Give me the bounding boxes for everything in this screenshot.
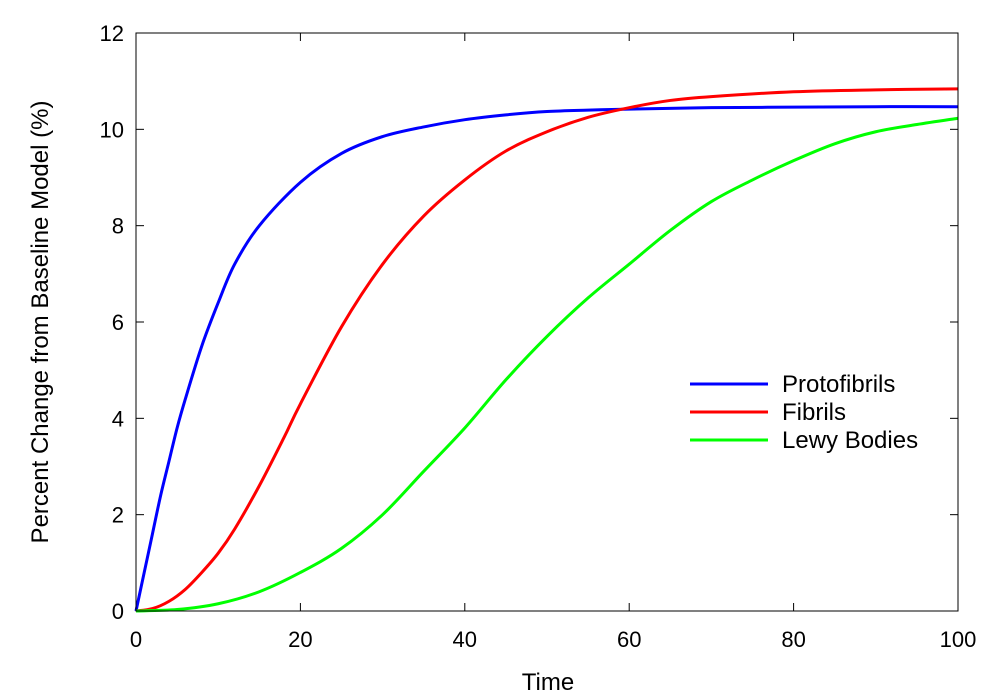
x-tick-label: 0 bbox=[130, 627, 142, 652]
x-tick-label: 60 bbox=[617, 627, 641, 652]
legend-label-fibrils: Fibrils bbox=[782, 399, 846, 426]
y-axis-title: Percent Change from Baseline Model (%) bbox=[27, 101, 54, 544]
y-tick-label: 12 bbox=[100, 21, 124, 46]
y-tick-label: 10 bbox=[100, 117, 124, 142]
legend-label-lewy-bodies: Lewy Bodies bbox=[782, 427, 918, 454]
x-tick-label: 40 bbox=[453, 627, 477, 652]
series-line-lewy-bodies bbox=[135, 116, 959, 613]
x-tick-label: 80 bbox=[781, 627, 805, 652]
axis-ticks bbox=[135, 32, 959, 612]
plot-lines bbox=[134, 87, 959, 613]
legend-label-protofibrils: Protofibrils bbox=[782, 371, 895, 398]
y-tick-label: 0 bbox=[112, 599, 124, 624]
y-tick-label: 4 bbox=[112, 406, 124, 431]
y-tick-label: 6 bbox=[112, 310, 124, 335]
series-line-protofibrils bbox=[134, 105, 959, 612]
tick-labels: 0 20 40 60 80 100 0 2 4 6 8 10 12 bbox=[100, 21, 977, 652]
y-tick-label: 2 bbox=[112, 503, 124, 528]
series-line-fibrils bbox=[135, 87, 959, 613]
y-tick-label: 8 bbox=[112, 214, 124, 239]
x-tick-label: 100 bbox=[940, 627, 977, 652]
x-axis-title: Time bbox=[522, 669, 574, 696]
plot-frame bbox=[135, 32, 959, 612]
x-tick-label: 20 bbox=[288, 627, 312, 652]
